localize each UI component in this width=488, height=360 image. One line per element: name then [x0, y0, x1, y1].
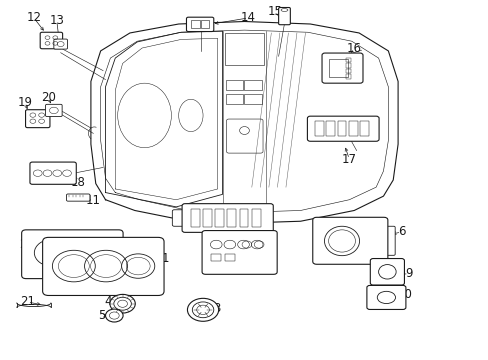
Bar — [190, 20, 199, 28]
Text: 12: 12 — [26, 12, 41, 24]
Bar — [225, 80, 243, 90]
Bar — [215, 209, 224, 227]
Bar — [211, 254, 221, 261]
Text: 16: 16 — [346, 42, 361, 55]
Bar — [328, 59, 347, 77]
Circle shape — [187, 298, 218, 321]
Bar — [346, 74, 350, 78]
Bar — [239, 209, 248, 227]
FancyBboxPatch shape — [42, 237, 163, 296]
FancyBboxPatch shape — [382, 226, 394, 255]
Bar — [359, 121, 368, 136]
FancyBboxPatch shape — [366, 285, 405, 310]
Bar — [251, 209, 260, 227]
FancyBboxPatch shape — [278, 8, 290, 25]
Bar — [200, 20, 209, 28]
Bar — [225, 94, 243, 104]
Bar — [346, 63, 350, 68]
Bar — [346, 69, 350, 73]
FancyBboxPatch shape — [21, 230, 123, 279]
Text: 2: 2 — [20, 238, 27, 251]
Bar — [348, 121, 357, 136]
FancyBboxPatch shape — [40, 32, 62, 49]
Bar — [337, 121, 346, 136]
Text: 11: 11 — [86, 194, 101, 207]
Text: 15: 15 — [267, 5, 282, 18]
Bar — [203, 209, 211, 227]
Bar — [326, 121, 334, 136]
Text: 21: 21 — [20, 296, 35, 309]
FancyBboxPatch shape — [186, 17, 213, 32]
FancyBboxPatch shape — [369, 258, 404, 285]
FancyBboxPatch shape — [25, 110, 50, 128]
Bar — [227, 209, 236, 227]
Text: 14: 14 — [241, 12, 255, 24]
FancyBboxPatch shape — [312, 217, 387, 264]
FancyBboxPatch shape — [202, 230, 277, 274]
FancyBboxPatch shape — [45, 104, 62, 117]
Bar — [244, 80, 261, 90]
Text: 1: 1 — [161, 252, 168, 265]
Text: 6: 6 — [397, 225, 405, 238]
Text: 8: 8 — [181, 210, 188, 222]
Bar — [190, 209, 199, 227]
Text: 18: 18 — [70, 176, 85, 189]
Text: 19: 19 — [18, 96, 33, 109]
FancyBboxPatch shape — [307, 116, 378, 141]
Text: 5: 5 — [98, 309, 105, 322]
Text: 10: 10 — [397, 288, 412, 301]
Text: 3: 3 — [213, 302, 220, 315]
Bar — [244, 94, 261, 104]
Text: 20: 20 — [41, 91, 56, 104]
Text: 17: 17 — [341, 153, 356, 166]
Bar — [315, 121, 324, 136]
FancyBboxPatch shape — [30, 162, 76, 184]
Text: 13: 13 — [49, 14, 64, 27]
Bar — [224, 33, 264, 65]
FancyBboxPatch shape — [172, 210, 187, 226]
Circle shape — [105, 309, 123, 322]
FancyBboxPatch shape — [182, 204, 273, 232]
Text: 7: 7 — [255, 253, 263, 266]
FancyBboxPatch shape — [322, 53, 362, 83]
FancyBboxPatch shape — [66, 194, 90, 201]
Bar — [346, 58, 350, 62]
Circle shape — [110, 294, 135, 313]
Bar — [224, 254, 234, 261]
Text: 9: 9 — [404, 267, 412, 280]
FancyBboxPatch shape — [54, 39, 67, 49]
Text: 4: 4 — [104, 296, 111, 309]
